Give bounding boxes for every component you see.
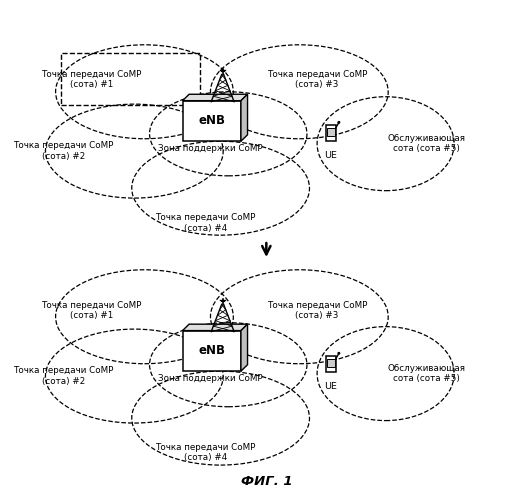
Polygon shape — [241, 94, 247, 141]
Text: Точка передачи CoMP
(сота) #1: Точка передачи CoMP (сота) #1 — [41, 300, 141, 320]
Text: Точка передачи CoMP
(сота) #4: Точка передачи CoMP (сота) #4 — [155, 443, 256, 462]
Text: eNB: eNB — [198, 114, 225, 128]
Text: Точка передачи CoMP
(сота) #2: Точка передачи CoMP (сота) #2 — [13, 142, 113, 161]
Text: Точка передачи CoMP
(сота) #4: Точка передачи CoMP (сота) #4 — [155, 213, 256, 233]
Bar — [327, 128, 335, 136]
Text: Обслуживающая
сота (сота #5): Обслуживающая сота (сота #5) — [387, 364, 465, 384]
Bar — [326, 125, 336, 142]
Bar — [183, 330, 241, 371]
Text: UE: UE — [324, 382, 337, 391]
Bar — [326, 356, 336, 372]
Polygon shape — [183, 324, 247, 330]
Text: Зона поддержки CoMP: Зона поддержки CoMP — [158, 374, 263, 383]
Text: eNB: eNB — [198, 344, 225, 358]
Polygon shape — [183, 94, 247, 100]
Bar — [327, 360, 335, 366]
Polygon shape — [241, 324, 247, 371]
Bar — [61, 53, 200, 105]
Circle shape — [338, 352, 339, 354]
Text: Обслуживающая
сота (сота #5): Обслуживающая сота (сота #5) — [387, 134, 465, 154]
Text: ФИГ. 1: ФИГ. 1 — [241, 476, 292, 488]
Text: Зона поддержки CoMP: Зона поддержки CoMP — [158, 144, 263, 152]
Text: UE: UE — [324, 151, 337, 160]
Bar — [183, 100, 241, 141]
Text: Точка передачи CoMP
(сота) #2: Точка передачи CoMP (сота) #2 — [13, 366, 113, 386]
Text: Точка передачи CoMP
(сота) #1: Точка передачи CoMP (сота) #1 — [41, 70, 141, 89]
Text: Точка передачи CoMP
(сота) #3: Точка передачи CoMP (сота) #3 — [267, 300, 367, 320]
Text: Точка передачи CoMP
(сота) #3: Точка передачи CoMP (сота) #3 — [267, 70, 367, 89]
Circle shape — [338, 122, 339, 123]
